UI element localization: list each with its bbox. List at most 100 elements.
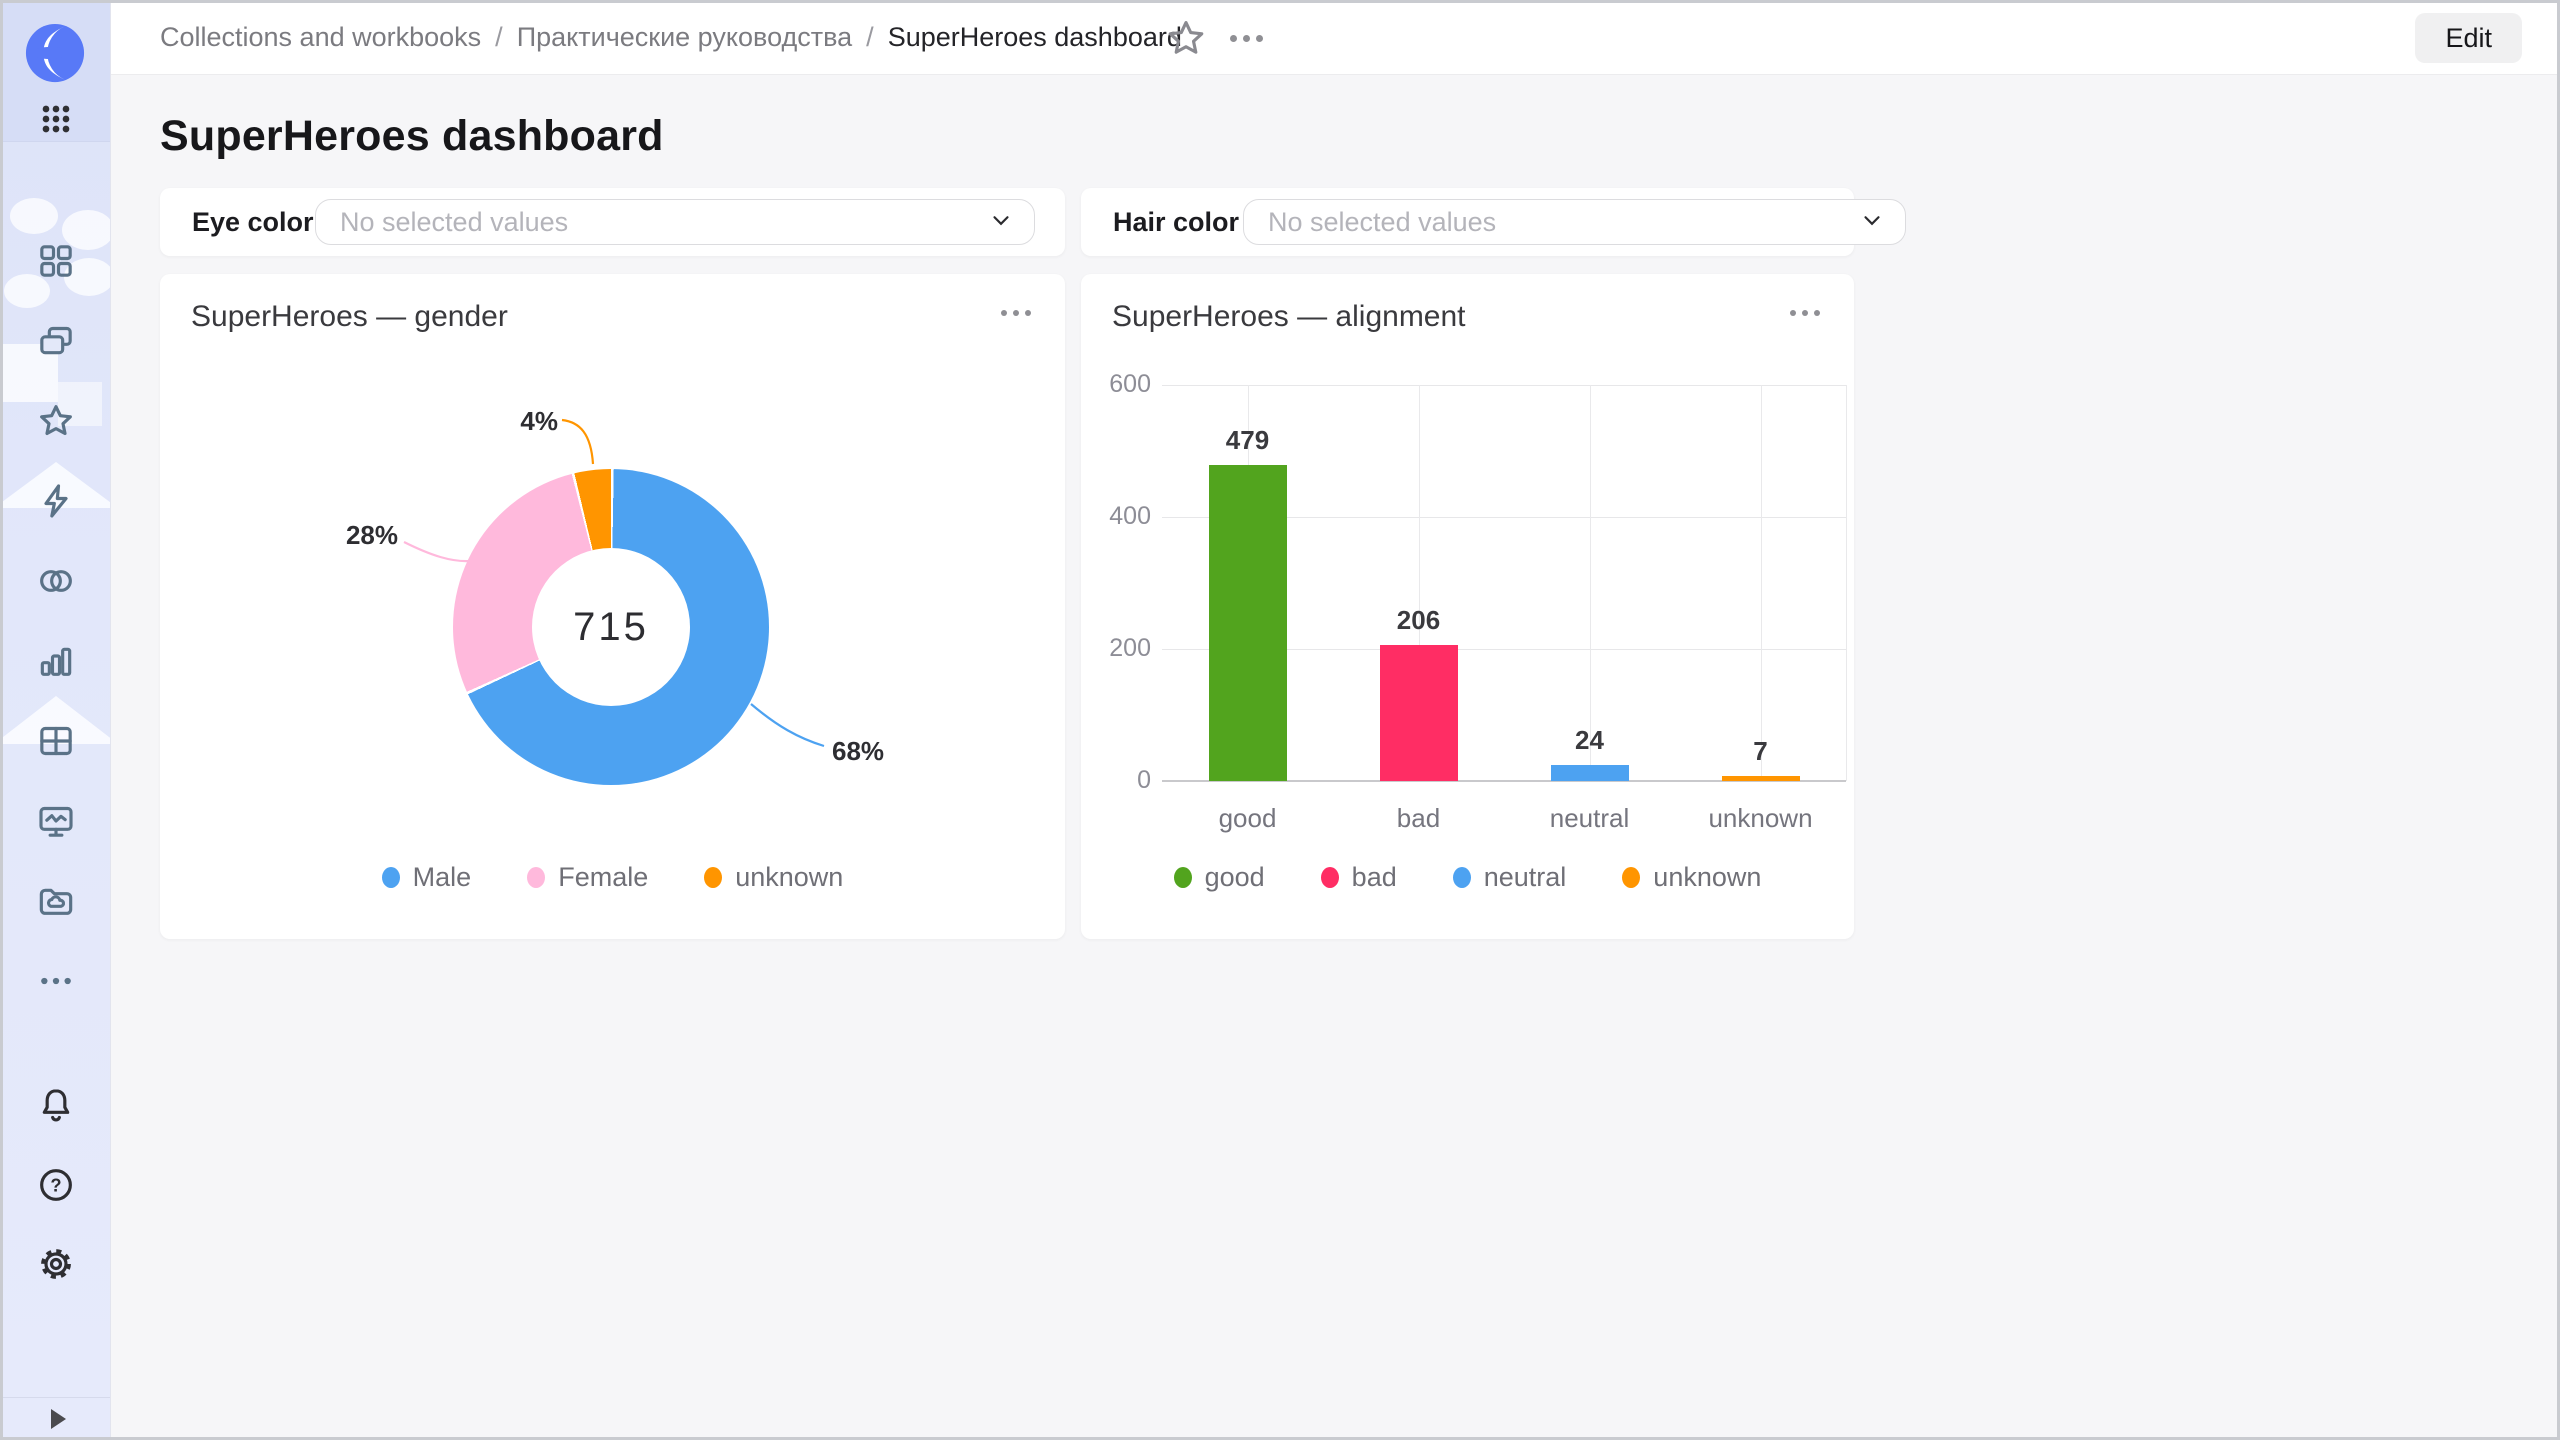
breadcrumb-separator: / — [866, 22, 874, 52]
notifications-bell-icon[interactable] — [35, 1084, 77, 1126]
legend-item-neutral[interactable]: neutral — [1452, 862, 1567, 893]
breadcrumb-item: SuperHeroes dashboard — [887, 22, 1182, 52]
percent-label-Male: 68% — [832, 736, 885, 766]
legend-marker — [381, 867, 400, 888]
legend-marker — [527, 867, 546, 888]
alignment-chart-legend: good bad neutral unknown — [1081, 862, 1854, 893]
legend-label: unknown — [735, 862, 844, 892]
breadcrumb: Collections and workbooks / Практические р… — [160, 0, 1182, 75]
chart-title: SuperHeroes — alignment — [1112, 300, 1466, 333]
alignment-bar-chart: 0 200 400 600 479 good 206 bad 24 neutral 7 unknown — [1081, 364, 1854, 864]
gridline-x-neutral — [1589, 385, 1591, 781]
legend-item-Female[interactable]: Female — [527, 862, 648, 893]
x-axis-label-bad: bad — [1396, 803, 1441, 833]
apps-grid-icon[interactable] — [35, 98, 77, 140]
legend-marker — [1452, 867, 1471, 888]
favorites-star-icon[interactable] — [35, 400, 77, 442]
main-area: Collections and workbooks / Практические р… — [111, 0, 2560, 1440]
legend-label: good — [1204, 862, 1265, 892]
legend-label: Female — [558, 862, 649, 892]
filter-card-hair-color: Hair color No selected values — [1081, 188, 1906, 256]
settings-gear-icon[interactable] — [35, 1243, 77, 1285]
x-axis-label-neutral: neutral — [1549, 803, 1630, 833]
legend-item-unknown[interactable]: unknown — [1622, 862, 1761, 893]
donut-pie[interactable]: 715 — [453, 469, 769, 785]
gridline-x-bad — [1418, 385, 1420, 781]
charts-bars-icon[interactable] — [35, 640, 77, 682]
more-ellipsis-icon[interactable] — [1223, 26, 1269, 50]
chart-card-alignment: SuperHeroes — alignment 0 200 400 600 479 goo… — [1081, 274, 1854, 939]
datasets-circles-icon[interactable] — [35, 560, 77, 602]
favorite-star-icon[interactable] — [1165, 17, 1207, 59]
percent-label-Female: 28% — [345, 520, 398, 550]
legend-item-Male[interactable]: Male — [381, 862, 472, 893]
legend-marker — [1320, 867, 1339, 888]
filter-label: Hair color — [1113, 206, 1240, 237]
legend-label: bad — [1351, 862, 1397, 892]
legend-item-good[interactable]: good — [1173, 862, 1265, 893]
storage-folder-icon[interactable] — [35, 880, 77, 922]
eye-color-select[interactable]: No selected values — [315, 199, 1035, 245]
select-placeholder: No selected values — [340, 206, 569, 237]
expand-play-icon[interactable] — [35, 1398, 77, 1440]
bar-good[interactable] — [1208, 464, 1287, 781]
gridline-y-400 — [1162, 517, 1846, 518]
help-circle-icon[interactable]: ? — [35, 1164, 77, 1206]
tables-icon[interactable] — [35, 720, 77, 762]
gridline-y-600 — [1162, 385, 1846, 386]
bar-value-unknown: 7 — [1753, 736, 1768, 767]
y-axis-label-400: 400 — [1109, 502, 1151, 530]
hair-color-select[interactable]: No selected values — [1243, 199, 1906, 245]
monitoring-screen-icon[interactable] — [35, 800, 77, 842]
edit-button[interactable]: Edit — [2415, 13, 2522, 63]
x-axis-label-good: good — [1218, 803, 1277, 833]
legend-marker — [1173, 867, 1192, 888]
breadcrumb-item[interactable]: Практические руководства — [516, 22, 853, 52]
chart-title: SuperHeroes — gender — [191, 300, 508, 333]
bar-value-good: 479 — [1225, 424, 1270, 455]
dashboard-body: SuperHeroes dashboard Eye color No selec… — [111, 75, 2560, 1440]
bar-unknown[interactable] — [1721, 776, 1800, 781]
y-axis-label-200: 200 — [1109, 634, 1151, 662]
y-axis-label-600: 600 — [1109, 370, 1151, 398]
bar-value-neutral: 24 — [1575, 725, 1604, 756]
svg-text:?: ? — [50, 1175, 61, 1196]
filter-card-eye-color: Eye color No selected values — [160, 188, 1065, 256]
percent-label-unknown: 4% — [520, 406, 558, 436]
filter-label: Eye color — [192, 206, 314, 237]
bar-bad[interactable] — [1379, 645, 1458, 781]
bar-neutral[interactable] — [1550, 765, 1629, 781]
breadcrumb-item[interactable]: Collections and workbooks — [160, 22, 482, 52]
connections-lightning-icon[interactable] — [35, 480, 77, 522]
page-title: SuperHeroes dashboard — [160, 112, 664, 160]
donut-center-total: 715 — [573, 604, 649, 649]
chart-card-gender: SuperHeroes — gender 715 68% 28% 4% Male Fem… — [160, 274, 1065, 939]
legend-label: Male — [412, 862, 472, 892]
legend-label: neutral — [1483, 862, 1567, 892]
breadcrumb-separator: / — [495, 22, 503, 52]
donut-hole: 715 — [532, 548, 690, 706]
y-axis-label-0: 0 — [1137, 766, 1151, 794]
gridline-x-right — [1846, 385, 1847, 781]
gender-chart-legend: Male Female unknown — [160, 862, 1065, 893]
chevron-down-icon — [988, 207, 1014, 238]
more-ellipsis-icon[interactable] — [35, 960, 77, 1002]
gridline-x-unknown — [1760, 385, 1762, 781]
legend-item-bad[interactable]: bad — [1320, 862, 1397, 893]
x-axis-label-unknown: unknown — [1708, 803, 1813, 833]
datalens-logo[interactable] — [24, 22, 86, 84]
legend-marker — [1622, 867, 1641, 888]
chart-menu-ellipsis-icon[interactable] — [1001, 310, 1031, 316]
legend-marker — [704, 867, 723, 888]
dashboards-icon[interactable] — [35, 240, 77, 282]
legend-item-unknown[interactable]: unknown — [704, 862, 843, 893]
chevron-down-icon — [1859, 207, 1885, 238]
chart-menu-ellipsis-icon[interactable] — [1790, 310, 1820, 316]
select-placeholder: No selected values — [1268, 206, 1497, 237]
bar-value-bad: 206 — [1396, 605, 1441, 636]
gender-donut-chart: 715 68% 28% 4% — [160, 364, 1065, 864]
collections-icon[interactable] — [35, 320, 77, 362]
legend-label: unknown — [1653, 862, 1762, 892]
sidebar: ? — [0, 0, 111, 1440]
